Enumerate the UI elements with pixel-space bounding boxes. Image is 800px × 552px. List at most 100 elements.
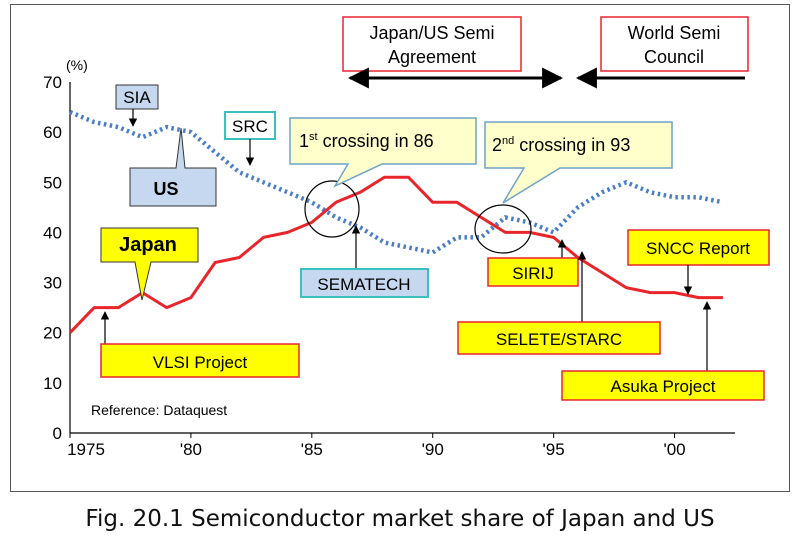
data-point-japan	[166, 307, 168, 309]
data-point-japan	[529, 232, 531, 234]
y-tick-label: 40	[43, 223, 62, 242]
us-label: US	[153, 179, 178, 199]
sia-label: SIA	[123, 88, 151, 107]
data-point-japan	[408, 176, 410, 178]
data-point-us	[698, 197, 700, 199]
crossing-1993-text: crossing in 93	[514, 135, 630, 155]
x-tick-label: '90	[422, 440, 444, 459]
data-point-japan	[432, 202, 434, 204]
sematech-label: SEMATECH	[317, 275, 410, 294]
data-point-us	[142, 136, 144, 138]
council-annotation: World Semi Council	[575, 16, 749, 89]
data-point-us	[384, 242, 386, 244]
data-point-us	[69, 111, 71, 113]
council-label-line2: Council	[644, 47, 704, 67]
asuka-box	[561, 370, 765, 401]
data-point-us	[287, 192, 289, 194]
vlsi-annotation: VLSI Project	[100, 311, 300, 378]
data-point-japan	[190, 297, 192, 299]
crossing-1986-label: 1st crossing in 86	[299, 131, 434, 151]
us-callout-shape	[129, 127, 217, 207]
data-point-us	[504, 217, 506, 219]
sirij-label: SIRIJ	[512, 264, 554, 283]
sematech-annotation: SEMATECH	[300, 225, 429, 298]
data-point-japan	[118, 307, 120, 309]
data-point-japan	[674, 292, 676, 294]
x-ticks: 1975 '80 '85 '90 '95 '00	[67, 433, 686, 459]
data-point-japan	[625, 287, 627, 289]
y-tick-label: 70	[43, 73, 62, 92]
agreement-label-line2: Agreement	[388, 47, 476, 67]
data-point-us	[335, 217, 337, 219]
data-point-us	[650, 192, 652, 194]
data-point-us	[456, 237, 458, 239]
data-point-us	[408, 247, 410, 249]
data-point-us	[238, 171, 240, 173]
japan-label: Japan	[119, 234, 177, 256]
council-box	[600, 16, 749, 72]
data-point-us	[263, 181, 265, 183]
y-tick-label: 60	[43, 123, 62, 142]
crossing-circle-1993	[474, 204, 532, 254]
sia-box	[115, 84, 159, 110]
data-point-japan	[238, 257, 240, 259]
data-point-us	[480, 237, 482, 239]
src-box	[224, 111, 276, 140]
agreement-label-line1: Japan/US Semi	[369, 23, 494, 43]
y-unit-label: (%)	[66, 57, 88, 73]
data-point-japan	[553, 237, 555, 239]
data-point-us	[601, 192, 603, 194]
vlsi-box	[100, 343, 300, 378]
x-tick-label: 1975	[67, 440, 105, 459]
series-line-japan	[68, 175, 723, 334]
y-tick-label: 0	[53, 424, 62, 443]
crossing-1993-sup: nd	[502, 135, 514, 147]
axes	[69, 82, 735, 434]
japan-callout: Japan	[100, 227, 199, 301]
sncc-annotation: SNCC Report	[627, 229, 770, 295]
x-tick-label: '80	[180, 440, 202, 459]
japan-callout-shape	[100, 227, 199, 301]
crossing-1986-callout-shape	[289, 117, 477, 188]
y-ticks: 0 10 20 30 40 50 60 70	[43, 73, 62, 443]
data-point-japan	[722, 297, 724, 299]
agreement-box	[342, 16, 522, 72]
data-point-us	[166, 126, 168, 128]
crossing-1986-text: crossing in 86	[318, 131, 434, 151]
crossing-1986-prefix: 1	[299, 131, 309, 151]
data-point-us	[214, 151, 216, 153]
data-point-us	[432, 252, 434, 254]
data-point-us	[93, 121, 95, 123]
selete-annotation: SELETE/STARC	[457, 251, 661, 355]
asuka-annotation: Asuka Project	[561, 301, 765, 401]
figure-caption: Fig. 20.1 Semiconductor market share of …	[85, 506, 715, 532]
vlsi-label: VLSI Project	[153, 353, 248, 372]
data-point-us	[625, 181, 627, 183]
crossing-1986-callout: 1st crossing in 86	[289, 117, 477, 188]
data-point-japan	[263, 237, 265, 239]
x-tick-label: '95	[543, 440, 565, 459]
reference-note: Reference: Dataquest	[91, 402, 227, 418]
sematech-box	[300, 268, 429, 298]
data-point-japan	[650, 292, 652, 294]
data-point-japan	[287, 232, 289, 234]
y-tick-label: 20	[43, 324, 62, 343]
crossing-1993-callout: 2nd crossing in 93	[484, 121, 673, 204]
crossing-1986-sup: st	[309, 131, 318, 143]
sirij-box	[487, 257, 579, 287]
data-point-japan	[456, 202, 458, 204]
sncc-label: SNCC Report	[646, 239, 750, 258]
selete-label: SELETE/STARC	[496, 330, 622, 349]
series-lines	[68, 110, 724, 334]
data-point-us	[311, 202, 313, 204]
data-point-japan	[359, 192, 361, 194]
data-point-us	[674, 197, 676, 199]
crossing-1993-callout-shape	[484, 121, 673, 204]
crossing-1993-label: 2nd crossing in 93	[492, 135, 630, 155]
sncc-box	[627, 229, 770, 266]
x-tick-label: '00	[663, 440, 685, 459]
series-line-us	[69, 110, 724, 255]
us-callout: US	[129, 127, 217, 207]
data-point-japan	[214, 262, 216, 264]
